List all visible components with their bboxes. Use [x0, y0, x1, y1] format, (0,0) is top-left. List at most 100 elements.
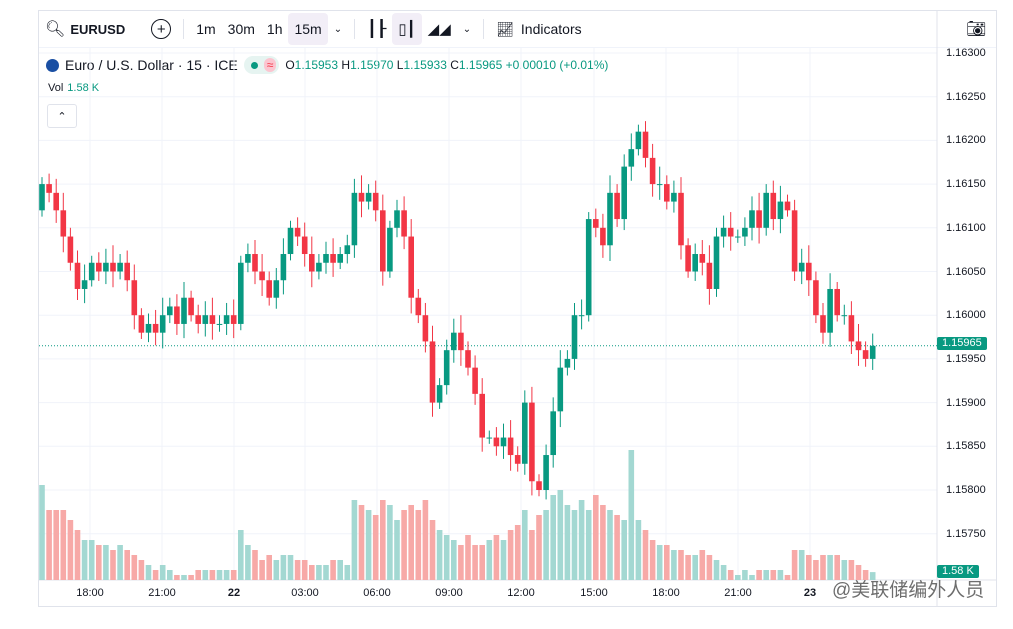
volume-bar [394, 520, 400, 580]
candle-body [337, 254, 343, 263]
candle-body [564, 358, 571, 368]
volume-bar [706, 555, 713, 580]
volume-bar [479, 545, 485, 580]
camera-icon[interactable]: 📷︎ [966, 21, 987, 38]
price-axis-label: 1.16200 [946, 134, 986, 147]
price-axis-label: 1.16250 [946, 90, 986, 103]
candle-body [727, 227, 734, 237]
chart-style-dropdown[interactable]: ⌄ [457, 13, 477, 45]
candle-body [621, 166, 627, 220]
candle-body [649, 157, 656, 185]
volume-bar [365, 510, 372, 580]
candle-body [699, 254, 706, 263]
volume-bar [330, 560, 336, 580]
candle-body [372, 192, 379, 211]
volume-bar [514, 525, 521, 580]
volume-bar [380, 500, 386, 580]
volume-bar [692, 555, 698, 580]
volume-bar [422, 500, 429, 580]
volume-bar [678, 550, 684, 580]
bars-style-button[interactable]: ┃┠ [361, 13, 392, 45]
volume-bar [273, 560, 280, 580]
candle-body [323, 254, 329, 263]
compare-symbol-button[interactable]: + [145, 13, 177, 45]
volume-bar [664, 545, 670, 580]
interval-15m[interactable]: 15m [288, 13, 328, 45]
candle-body [486, 437, 493, 439]
volume-bar [607, 510, 613, 580]
volume-bar [621, 520, 627, 580]
candle-body [365, 192, 372, 202]
price-axis-label: 1.15850 [946, 440, 986, 453]
area-chart-icon: ◢◢ [427, 21, 451, 38]
candle-body [273, 280, 280, 298]
candle-body [671, 192, 677, 202]
candle-body [507, 437, 514, 456]
symbol-search-button[interactable]: 🔍︎ EURUSD [45, 21, 126, 38]
candle-body [791, 210, 798, 272]
candle-body [216, 323, 223, 325]
candle-body [67, 236, 74, 263]
divider [354, 19, 356, 39]
volume-bar [756, 570, 762, 580]
chevron-down-icon: ⌄ [333, 23, 343, 35]
candle-body [309, 254, 315, 272]
eu-flag-icon [46, 58, 59, 72]
candle-body [813, 280, 819, 316]
volume-bar [791, 550, 798, 580]
volume-bar [387, 505, 393, 580]
volume-bar [465, 535, 471, 580]
candle-body [380, 210, 386, 272]
volume-bar [53, 510, 59, 580]
volume-bar [145, 565, 152, 580]
volume-bar [614, 515, 620, 580]
candle-body [124, 262, 130, 281]
interval-1h[interactable]: 1h [266, 21, 283, 37]
price-axis-label: 1.15800 [946, 484, 986, 496]
candle-body [706, 262, 713, 289]
candle-body [834, 288, 840, 316]
candle-body [820, 315, 826, 333]
candle-body [223, 315, 230, 324]
candles-style-button[interactable]: ▯┃ [392, 13, 422, 45]
interval-dropdown[interactable]: ⌄ [328, 13, 348, 45]
volume-bar [493, 535, 500, 580]
volume-bar [39, 485, 45, 580]
candle-body [110, 262, 116, 272]
candle-body [628, 149, 635, 167]
candle-body [181, 297, 187, 324]
candle-body [209, 315, 216, 324]
collapse-legend-button[interactable]: ⌃ [47, 104, 77, 128]
candle-body [138, 315, 145, 333]
volume-bar [287, 555, 294, 580]
candle-body [443, 350, 450, 386]
candle-body [806, 262, 812, 281]
candle-body [543, 455, 549, 490]
volume-bar [117, 545, 123, 580]
volume-bar [401, 510, 407, 580]
candle-body [252, 254, 258, 272]
indicators-icon: 📈︎ [496, 20, 514, 37]
candle-body [159, 315, 166, 333]
candle-body [458, 332, 464, 351]
volume-bar [486, 540, 493, 580]
interval-1m[interactable]: 1m [196, 21, 216, 37]
price-axis-label: 1.16000 [946, 309, 986, 322]
volume-bar [451, 540, 457, 580]
candle-body [266, 280, 272, 298]
interval-30m[interactable]: 30m [227, 21, 255, 37]
volume-bar [500, 540, 507, 580]
volume-bar [216, 570, 223, 580]
candle-body [358, 192, 365, 202]
chevron-up-icon: ⌃ [57, 110, 67, 123]
area-style-button[interactable]: ◢◢ [422, 13, 457, 45]
volume-bar [252, 550, 258, 580]
volume-bar [372, 515, 379, 580]
candle-body [692, 254, 698, 272]
indicators-button[interactable]: 📈︎ Indicators [496, 20, 582, 38]
candle-body [742, 227, 748, 237]
symbol-title[interactable]: Euro / U.S. Dollar · 15 · ICE [65, 57, 238, 73]
time-axis-label: 03:00 [291, 587, 319, 599]
volume-bar [862, 570, 869, 580]
